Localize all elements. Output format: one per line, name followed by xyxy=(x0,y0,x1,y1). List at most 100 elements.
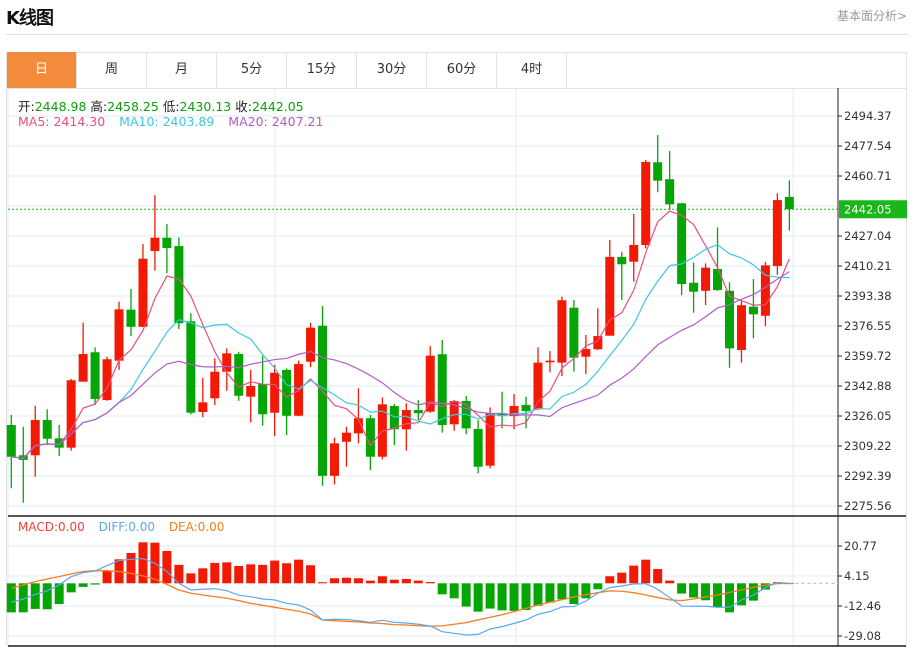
candle xyxy=(222,348,232,391)
candle xyxy=(485,407,495,469)
candle-body xyxy=(329,443,339,476)
candle xyxy=(102,356,112,401)
candle-body xyxy=(569,307,579,358)
macd-tick-label: -29.08 xyxy=(844,629,881,643)
candle xyxy=(593,308,603,350)
ma5-label: MA5: xyxy=(18,114,54,129)
tab-30min[interactable]: 30分 xyxy=(357,52,427,88)
candle-body xyxy=(389,405,399,430)
macd-bar xyxy=(581,583,591,599)
candle xyxy=(6,415,16,489)
candle-body xyxy=(449,400,459,425)
candle xyxy=(701,263,711,306)
macd-bar xyxy=(653,569,663,584)
candle-body xyxy=(42,420,52,439)
macd-bar xyxy=(294,559,304,584)
ma20-value: 2407.21 xyxy=(271,114,324,129)
candle xyxy=(365,415,375,471)
macd-bar xyxy=(473,583,483,612)
ma10-value: 2403.89 xyxy=(162,114,215,129)
candle-body xyxy=(6,425,16,457)
candle xyxy=(234,351,244,401)
macd-bar xyxy=(6,583,16,613)
macd-bar xyxy=(126,552,136,584)
candle xyxy=(150,195,160,271)
candle-body xyxy=(677,203,687,285)
candle-body xyxy=(748,306,758,315)
close-label: 收: xyxy=(235,99,252,114)
y-tick-label: 2326.05 xyxy=(844,409,892,423)
y-tick-label: 2460.71 xyxy=(844,169,892,183)
tab-week[interactable]: 周 xyxy=(77,52,147,88)
macd-bar xyxy=(461,583,471,607)
tab-4hour[interactable]: 4时 xyxy=(497,52,567,88)
macd-tick-label: 20.77 xyxy=(844,539,877,553)
candle-body xyxy=(114,309,124,361)
dea-line xyxy=(11,570,790,627)
candle xyxy=(210,358,220,406)
tab-60min[interactable]: 60分 xyxy=(427,52,497,88)
macd-bar xyxy=(246,564,256,584)
candle xyxy=(318,305,328,486)
candle-body xyxy=(581,349,591,357)
y-tick-label: 2376.55 xyxy=(844,319,892,333)
macd-bar xyxy=(174,564,184,584)
ma-readout: MA5: 2414.30 MA10: 2403.89 MA20: 2407.21 xyxy=(18,114,323,129)
high-label: 高: xyxy=(90,99,108,114)
candle xyxy=(473,420,483,474)
macd-bar xyxy=(210,562,220,584)
macd-bar xyxy=(234,565,244,584)
candle-body xyxy=(485,413,495,466)
macd-bar xyxy=(258,564,268,584)
candle-body xyxy=(198,402,208,412)
candle-body xyxy=(282,369,292,416)
candle xyxy=(353,388,363,444)
candle-body xyxy=(54,438,64,448)
candle-body xyxy=(365,418,375,457)
candle-body xyxy=(126,309,136,327)
macd-bar xyxy=(186,573,196,584)
diff-value: DIFF:0.00 xyxy=(98,520,155,534)
candle xyxy=(126,289,136,337)
candle xyxy=(114,301,124,370)
tab-month[interactable]: 月 xyxy=(147,52,217,88)
candle-body xyxy=(425,355,435,412)
tab-day[interactable]: 日 xyxy=(7,52,77,88)
macd-bar xyxy=(329,578,339,584)
candle xyxy=(629,213,639,282)
y-tick-label: 2494.37 xyxy=(844,109,892,123)
fundamental-analysis-link[interactable]: 基本面分析> xyxy=(836,9,907,23)
candle-body xyxy=(222,353,232,372)
candle xyxy=(581,334,591,375)
candle-body xyxy=(629,244,639,262)
ma5-value: 2414.30 xyxy=(53,114,106,129)
macd-bar xyxy=(725,583,734,613)
candle-body xyxy=(509,405,519,417)
low-label: 低: xyxy=(162,99,180,114)
macd-bar xyxy=(629,565,639,584)
candle xyxy=(78,322,88,382)
y-tick-label: 2477.54 xyxy=(844,139,892,153)
macd-bar xyxy=(282,563,292,584)
macd-bar xyxy=(425,582,435,584)
candle-body xyxy=(150,237,160,252)
macd-bar xyxy=(306,565,316,584)
macd-bar xyxy=(437,583,447,595)
macd-bar xyxy=(54,583,64,605)
macd-bar xyxy=(617,572,627,584)
candle-body xyxy=(234,354,244,396)
candle-body xyxy=(497,413,507,417)
candle-body xyxy=(736,305,746,350)
candle-body xyxy=(784,196,794,210)
candle xyxy=(258,356,268,426)
candle-body xyxy=(772,200,782,267)
tab-15min[interactable]: 15分 xyxy=(287,52,357,88)
macd-tick-label: 4.15 xyxy=(844,569,870,583)
tab-5min[interactable]: 5分 xyxy=(217,52,287,88)
candle xyxy=(401,403,411,451)
macd-bar xyxy=(42,583,52,610)
macd-tick-label: -12.46 xyxy=(844,599,881,613)
y-tick-label: 2292.39 xyxy=(844,469,892,483)
candle xyxy=(138,243,148,327)
